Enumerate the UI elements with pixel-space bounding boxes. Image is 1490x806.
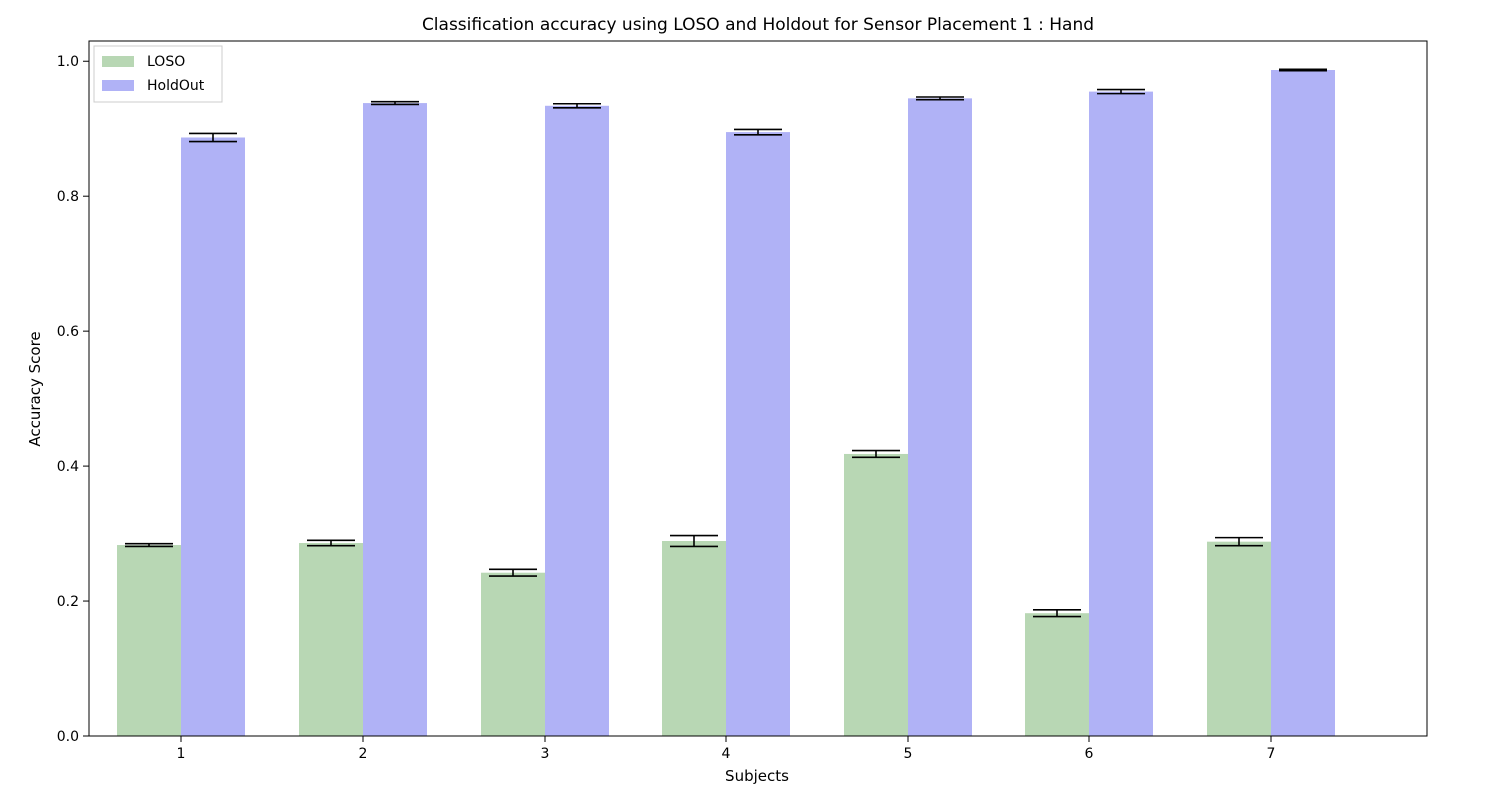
holdout-bar-2 — [363, 103, 427, 737]
legend-label-loso: LOSO — [147, 54, 185, 70]
holdout-bar-5 — [908, 98, 972, 736]
holdout-bar-1 — [181, 137, 245, 736]
y-tick-label-1.0: 1.0 — [57, 54, 79, 70]
holdout-bar-3 — [545, 105, 609, 737]
loso-bar-5 — [844, 453, 908, 736]
x-tick-label-5: 5 — [904, 746, 913, 762]
legend-swatch-loso — [102, 56, 134, 67]
holdout-bar-6 — [1089, 91, 1153, 736]
y-tick-label-0.4: 0.4 — [57, 459, 79, 475]
x-axis-label: Subjects — [725, 767, 789, 785]
legend: LOSO HoldOut — [93, 45, 223, 103]
legend-swatch-holdout — [102, 80, 134, 91]
y-tick-label-0.0: 0.0 — [57, 729, 79, 745]
holdout-bar-7 — [1271, 70, 1335, 736]
plot-area: 0.0 0.2 0.4 0.6 0.8 1.0 1 2 3 4 5 6 7 — [57, 40, 1428, 762]
loso-bar-4 — [662, 540, 726, 736]
x-tick-label-3: 3 — [541, 746, 550, 762]
legend-box — [93, 45, 223, 103]
x-tick-label-4: 4 — [722, 746, 731, 762]
y-tick-label-0.8: 0.8 — [57, 189, 79, 205]
legend-label-holdout: HoldOut — [147, 78, 205, 94]
loso-bar-6 — [1025, 613, 1089, 736]
loso-bar-3 — [481, 572, 545, 736]
x-tick-label-2: 2 — [359, 746, 368, 762]
y-tick-label-0.6: 0.6 — [57, 324, 79, 340]
x-tick-label-1: 1 — [177, 746, 186, 762]
loso-bar-1 — [117, 545, 181, 736]
x-tick-label-6: 6 — [1085, 746, 1094, 762]
plot-frame — [88, 40, 1428, 737]
loso-bar-7 — [1207, 541, 1271, 736]
loso-bar-2 — [299, 543, 363, 736]
x-tick-label-7: 7 — [1267, 746, 1276, 762]
y-axis-label: Accuracy Score — [26, 331, 44, 446]
chart-title: Classification accuracy using LOSO and H… — [422, 15, 1094, 35]
y-tick-label-0.2: 0.2 — [57, 594, 79, 610]
holdout-bar-4 — [726, 132, 790, 737]
